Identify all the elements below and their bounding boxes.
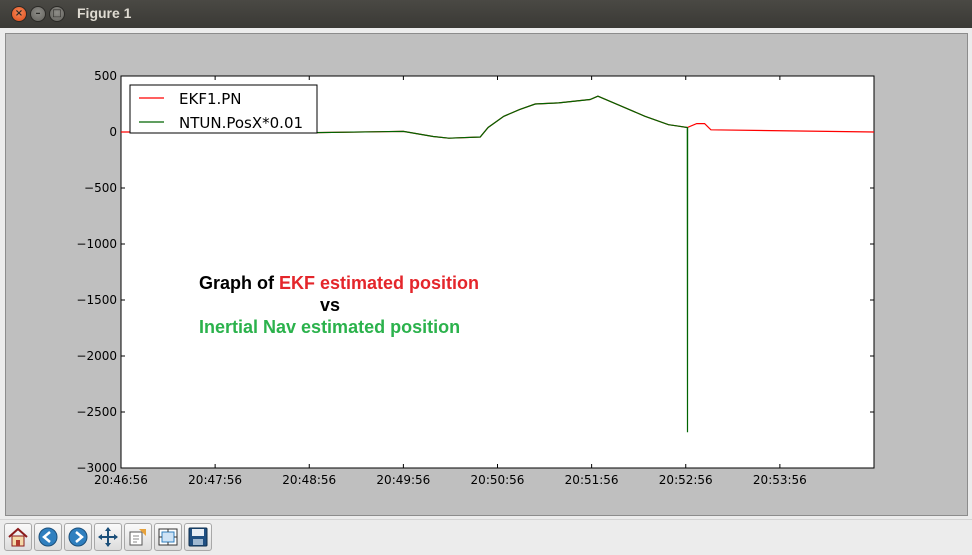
pan-icon	[98, 527, 118, 547]
annotation-line-1: Graph of EKF estimated position	[199, 273, 479, 294]
navigation-toolbar	[0, 519, 972, 555]
x-tick-label: 20:49:56	[376, 473, 430, 487]
y-tick-label: −2000	[76, 349, 117, 363]
x-tick-label: 20:46:56	[94, 473, 148, 487]
window-title: Figure 1	[77, 5, 132, 21]
y-tick-label: −3000	[76, 461, 117, 475]
x-tick-label: 20:50:56	[471, 473, 525, 487]
y-tick-label: 0	[109, 125, 117, 139]
window-close-button[interactable]: ×	[11, 6, 27, 22]
plot-area	[120, 75, 875, 469]
zoom-to-rect-button[interactable]	[124, 523, 152, 551]
annotation-ekf: EKF estimated position	[279, 273, 480, 293]
y-tick-label: −500	[84, 181, 117, 195]
pan-button[interactable]	[94, 523, 122, 551]
maximize-icon: □	[52, 8, 62, 19]
close-icon: ×	[14, 8, 24, 19]
window-maximize-button[interactable]: □	[49, 6, 65, 22]
x-tick-label: 20:48:56	[282, 473, 336, 487]
home-icon	[8, 527, 28, 547]
x-tick-label: 20:47:56	[188, 473, 242, 487]
x-tick-label: 20:51:56	[565, 473, 619, 487]
legend-label: EKF1.PN	[179, 90, 242, 108]
y-tick-label: −1000	[76, 237, 117, 251]
annotation-vs: vs	[320, 295, 341, 315]
x-tick-label: 20:52:56	[659, 473, 713, 487]
annotation-inertial-nav: Inertial Nav estimated position	[199, 317, 461, 337]
back-button[interactable]	[34, 523, 62, 551]
chart[interactable]: 20:46:56 20:47:56 20:48:56 20:49:56 20:50:56…	[6, 34, 967, 515]
figure-canvas[interactable]: 20:46:56 20:47:56 20:48:56 20:49:56 20:50:56…	[5, 33, 968, 516]
legend-box	[129, 84, 318, 134]
y-tick-label: −1500	[76, 293, 117, 307]
forward-icon	[68, 527, 88, 547]
save-button[interactable]	[184, 523, 212, 551]
window-titlebar: × – □ Figure 1	[0, 0, 972, 28]
subplots-button[interactable]	[154, 523, 182, 551]
legend-label: NTUN.PosX*0.01	[179, 114, 303, 132]
back-icon	[38, 527, 58, 547]
y-tick-label: −2500	[76, 405, 117, 419]
annotation-graph-of: Graph of	[199, 273, 279, 293]
minimize-icon: –	[35, 8, 41, 19]
figure-frame: 20:46:56 20:47:56 20:48:56 20:49:56 20:50:56…	[0, 28, 972, 555]
x-tick-label: 20:53:56	[753, 473, 807, 487]
y-tick-label: 500	[94, 69, 117, 83]
series-line-ntun-posx	[309, 95, 689, 433]
subplots-icon	[158, 528, 178, 546]
window-minimize-button[interactable]: –	[30, 6, 46, 22]
home-button[interactable]	[4, 523, 32, 551]
forward-button[interactable]	[64, 523, 92, 551]
save-icon	[188, 527, 208, 547]
zoom-to-rect-icon	[129, 529, 146, 546]
